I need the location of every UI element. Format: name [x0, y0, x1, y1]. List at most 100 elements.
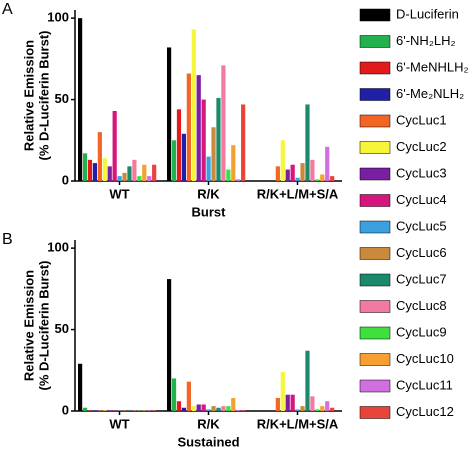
- bar: [97, 132, 102, 181]
- legend-swatch: [359, 300, 391, 313]
- bar: [206, 409, 211, 411]
- bar: [300, 163, 305, 181]
- bar: [82, 153, 88, 181]
- bar: [132, 159, 137, 181]
- legend-label: CycLuc3: [396, 165, 447, 180]
- bar: [117, 176, 122, 181]
- legend-label: CycLuc10: [396, 351, 454, 366]
- legend-swatch: [359, 35, 391, 48]
- legend-label: CycLuc4: [396, 192, 447, 207]
- bar: [186, 73, 191, 181]
- bar: [295, 177, 300, 181]
- y-tick-label: 100: [47, 10, 69, 25]
- bar: [231, 397, 236, 411]
- bar: [226, 406, 231, 411]
- legend-label: CycLuc11: [396, 377, 453, 392]
- legend-swatch: [359, 167, 391, 181]
- bar: [241, 410, 246, 411]
- bar: [176, 401, 182, 411]
- legend-swatch: [359, 114, 391, 128]
- y-axis-label: (% D-Luciferin Burst): [36, 261, 51, 391]
- y-tick-label: 0: [62, 402, 69, 417]
- legend-label: 6'-MeNHLH₂: [396, 59, 469, 74]
- x-tick-label: R/K+L/M+S/A: [257, 416, 339, 431]
- x-axis-label: Burst: [192, 204, 227, 219]
- bar: [176, 109, 182, 181]
- bar: [167, 279, 172, 411]
- x-axis-label: Sustained: [177, 434, 239, 449]
- bar: [216, 407, 221, 411]
- legend-label: CycLuc2: [396, 139, 447, 154]
- legend-swatch: [359, 194, 391, 207]
- y-tick-label: 50: [55, 91, 69, 106]
- bar: [330, 176, 335, 181]
- legend-label: 6'-NH₂LH₂: [396, 33, 456, 48]
- legend-label: CycLuc6: [396, 245, 447, 260]
- legend-swatch: [359, 247, 391, 260]
- bar: [310, 396, 315, 411]
- legend-label: D-Luciferin: [396, 6, 459, 21]
- legend-swatch: [359, 406, 391, 419]
- panel-label: A: [2, 1, 13, 18]
- legend-swatch: [359, 273, 391, 287]
- bar: [236, 410, 241, 411]
- bar: [152, 164, 157, 181]
- bar: [305, 350, 310, 411]
- legend-swatch: [359, 379, 391, 393]
- bar: [221, 65, 226, 181]
- bar: [102, 158, 107, 181]
- bar: [191, 406, 196, 411]
- bar: [305, 104, 310, 181]
- x-tick-label: WT: [109, 186, 129, 201]
- bar: [211, 406, 216, 411]
- bar: [290, 394, 295, 411]
- bar: [275, 166, 280, 181]
- x-tick-label: WT: [109, 416, 129, 431]
- bar: [147, 176, 152, 181]
- bar: [216, 97, 221, 181]
- bar: [92, 163, 98, 181]
- bar: [142, 164, 147, 181]
- bar: [221, 406, 226, 411]
- bar: [181, 133, 187, 181]
- bar: [137, 176, 142, 181]
- legend-label: 6'-Me₂NLH₂: [396, 86, 464, 101]
- bar: [315, 179, 320, 181]
- bar: [78, 18, 83, 182]
- legend-swatch: [359, 61, 391, 75]
- y-tick-label: 50: [55, 321, 69, 336]
- y-tick-label: 100: [47, 240, 69, 255]
- bar: [201, 404, 206, 411]
- bar: [325, 401, 330, 411]
- bar: [310, 159, 315, 181]
- panel-label: B: [2, 231, 13, 248]
- bar: [295, 409, 300, 411]
- bar: [87, 159, 93, 181]
- bar: [300, 406, 305, 411]
- bar: [206, 156, 211, 181]
- bar: [226, 169, 231, 181]
- y-axis-label: (% D-Luciferin Burst): [36, 31, 51, 161]
- bar: [211, 127, 216, 181]
- bar: [236, 179, 241, 181]
- legend-label: CycLuc9: [396, 324, 447, 339]
- bar: [280, 371, 285, 411]
- bar: [107, 166, 112, 181]
- bar: [171, 140, 177, 181]
- x-tick-label: R/K: [197, 186, 220, 201]
- legend-swatch: [359, 220, 391, 234]
- legend-swatch: [359, 88, 391, 101]
- bar: [201, 99, 206, 181]
- x-tick-label: R/K: [197, 416, 220, 431]
- legend-swatch: [359, 141, 391, 154]
- bar: [280, 140, 285, 181]
- bar: [127, 166, 132, 181]
- bar: [186, 381, 191, 411]
- bar: [285, 169, 290, 181]
- bar: [167, 47, 172, 182]
- x-tick-label: R/K+L/M+S/A: [257, 186, 339, 201]
- bar: [320, 406, 325, 411]
- bar: [122, 172, 127, 181]
- bar: [231, 145, 236, 181]
